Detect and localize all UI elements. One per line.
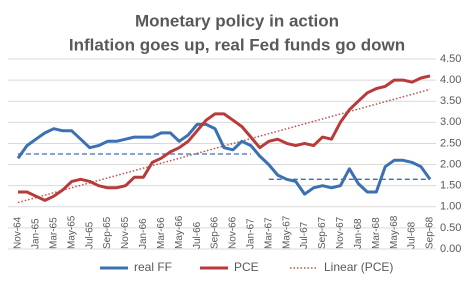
x-tick-label: Mar-65 [48, 217, 59, 249]
y-tick-label: 1.50 [440, 180, 461, 192]
x-tick-label: Nov-67 [335, 216, 346, 249]
y-tick-label: 3.00 [440, 116, 461, 128]
y-tick-label: 2.50 [440, 137, 461, 149]
legend-label: real FF [134, 260, 172, 274]
x-tick-label: May-68 [389, 215, 400, 249]
x-tick-label: Sep-65 [102, 216, 113, 249]
x-tick-label: Jul-66 [192, 221, 203, 249]
x-tick-label: Sep-68 [425, 216, 436, 249]
x-tick-label: Mar-68 [371, 217, 382, 249]
x-tick-label: May-67 [281, 215, 292, 249]
x-tick-label: Jan-67 [246, 218, 257, 249]
series-line [16, 122, 432, 196]
x-tick-label: Nov-64 [13, 216, 24, 249]
x-tick-label: Sep-67 [317, 216, 328, 249]
x-tick-label: May-66 [174, 215, 185, 249]
y-tick-label: 4.50 [440, 53, 461, 65]
legend-label: Linear (PCE) [324, 260, 393, 274]
x-tick-label: Nov-65 [120, 216, 131, 249]
x-tick-label: May-65 [66, 215, 77, 249]
y-tick-label: 0.00 [440, 243, 461, 255]
legend-label: PCE [234, 260, 259, 274]
chart-title: Monetary policy in action [135, 11, 339, 30]
x-tick-label: Jul-67 [299, 221, 310, 249]
chart-subtitle: Inflation goes up, real Fed funds go dow… [69, 35, 405, 54]
series-line [18, 74, 431, 202]
y-tick-label: 2.00 [440, 158, 461, 170]
x-tick-label: Jul-65 [84, 221, 95, 249]
x-tick-label: Jul-68 [407, 221, 418, 249]
x-tick-label: Mar-66 [156, 217, 167, 249]
y-tick-label: 1.00 [440, 201, 461, 213]
x-tick-label: Jan-65 [31, 218, 42, 249]
x-tick-label: Mar-67 [263, 217, 274, 249]
x-tick-label: Nov-66 [228, 216, 239, 249]
x-tick-label: Jan-66 [138, 218, 149, 249]
y-tick-label: 0.50 [440, 222, 461, 234]
y-tick-label: 3.50 [440, 95, 461, 107]
y-tick-label: 4.00 [440, 74, 461, 86]
x-tick-label: Jan-68 [353, 218, 364, 249]
x-tick-label: Sep-66 [210, 216, 221, 249]
